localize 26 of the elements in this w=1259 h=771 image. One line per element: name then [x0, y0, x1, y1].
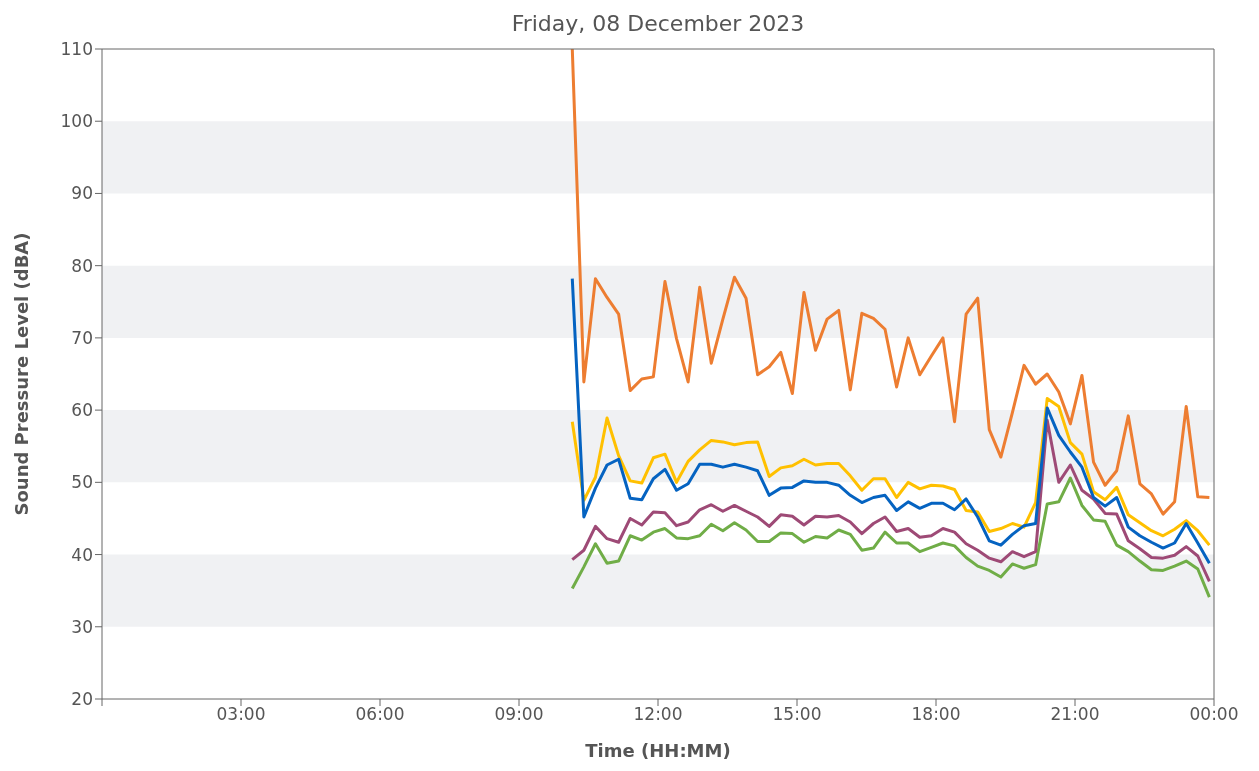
- y-axis-title: Sound Pressure Level (dBA): [11, 232, 33, 516]
- chart-title: Friday, 08 December 2023: [510, 10, 806, 38]
- x-tick-label: 00:00: [1189, 704, 1239, 725]
- line-series: [570, 49, 1211, 516]
- y-tick-label: 100: [60, 111, 93, 132]
- y-tick-label: 70: [71, 327, 93, 348]
- y-tick-label: 30: [71, 616, 93, 637]
- line-series: [570, 277, 1211, 565]
- x-axis-title: Time (HH:MM): [585, 740, 731, 761]
- y-tick-label: 60: [71, 400, 93, 421]
- y-tick-label: 50: [71, 472, 93, 493]
- y-tick-label: 110: [60, 39, 93, 60]
- y-tick-label: 20: [71, 689, 93, 710]
- y-tick-label: 80: [71, 255, 93, 276]
- x-tick-label: 12:00: [633, 704, 683, 725]
- x-tick-label: 18:00: [911, 704, 961, 725]
- x-tick-label: 21:00: [1050, 704, 1100, 725]
- y-tick-label: 90: [71, 183, 93, 204]
- line-series: [570, 418, 1211, 583]
- x-tick-label: 03:00: [216, 704, 266, 725]
- y-tick-label: 40: [71, 544, 93, 565]
- line-series: [570, 476, 1211, 599]
- x-tick-label: 06:00: [355, 704, 405, 725]
- x-tick-label: 09:00: [494, 704, 544, 725]
- line-series: [570, 397, 1211, 547]
- x-tick-label: 15:00: [772, 704, 822, 725]
